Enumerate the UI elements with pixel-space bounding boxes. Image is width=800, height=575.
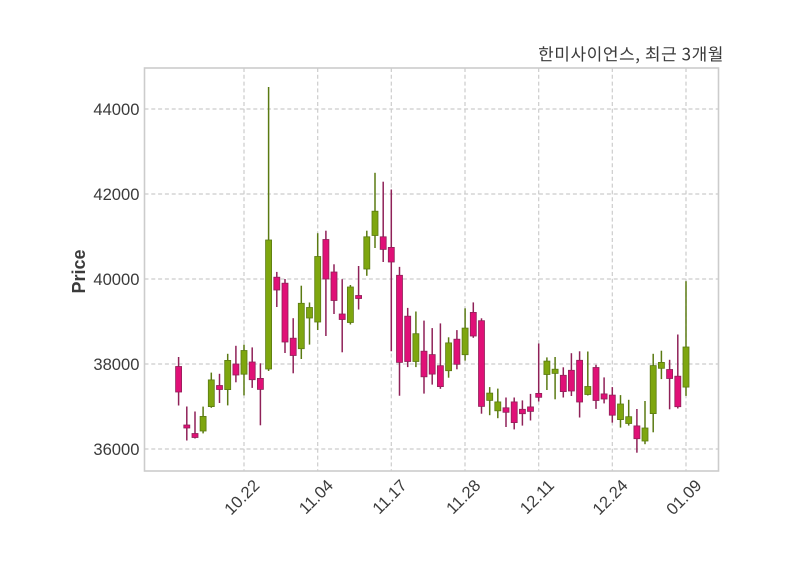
svg-text:Price: Price [69, 249, 89, 293]
svg-text:36000: 36000 [93, 440, 139, 459]
svg-text:40000: 40000 [93, 270, 139, 289]
svg-text:38000: 38000 [93, 355, 139, 374]
svg-text:44000: 44000 [93, 100, 139, 119]
svg-text:42000: 42000 [93, 185, 139, 204]
